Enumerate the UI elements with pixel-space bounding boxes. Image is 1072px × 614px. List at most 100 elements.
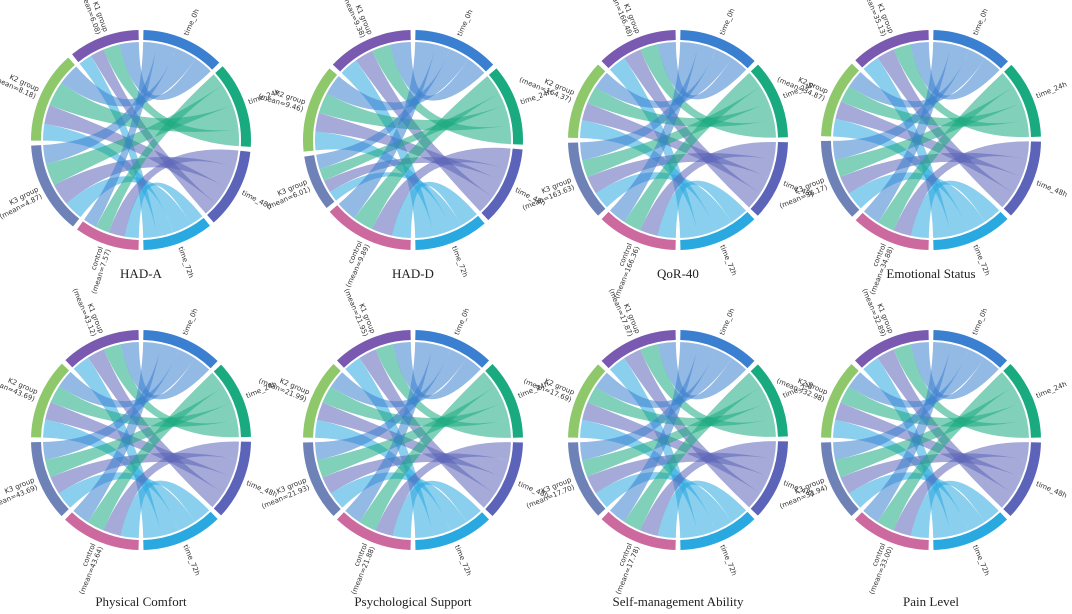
ribbon <box>326 49 469 111</box>
ribbon <box>91 49 216 214</box>
group-arc <box>601 511 676 550</box>
group-arc <box>854 512 929 550</box>
time-label: time_0h <box>456 8 475 37</box>
time-label: time_48h <box>1035 480 1068 500</box>
time-arc <box>143 217 210 250</box>
ribbon <box>315 344 451 461</box>
ribbon <box>657 480 747 538</box>
ribbon <box>79 55 158 238</box>
ribbon <box>103 441 239 536</box>
ribbon <box>323 156 507 192</box>
time-arc <box>1003 442 1041 517</box>
ribbon <box>595 49 732 108</box>
ribbon <box>354 76 500 230</box>
time-label: time_0h <box>718 7 736 36</box>
ribbon <box>359 349 496 508</box>
ribbon <box>375 442 511 536</box>
ribbon <box>582 387 769 477</box>
time-arc <box>143 330 218 369</box>
time-label: time_72h <box>718 244 738 277</box>
ribbon <box>863 42 952 223</box>
ribbon <box>595 472 732 531</box>
time-arc <box>481 148 523 221</box>
time-label: time_0h <box>181 307 199 336</box>
ribbon <box>124 182 203 238</box>
time-arc <box>750 364 788 437</box>
group-arc <box>302 68 338 152</box>
ribbon <box>43 419 179 536</box>
group-arc <box>65 330 139 368</box>
ribbon <box>73 342 162 523</box>
chart-title: Physical Comfort <box>95 594 187 609</box>
time-label: time_0h <box>971 307 989 336</box>
ribbon <box>609 342 699 522</box>
chart-title: Pain Level <box>903 594 959 609</box>
group-arc <box>304 155 335 208</box>
group-arc <box>821 442 859 517</box>
ribbon <box>833 118 969 236</box>
ribbon <box>87 372 224 531</box>
group-arc <box>821 363 859 438</box>
time-arc <box>143 30 220 70</box>
time-arc <box>1004 64 1041 137</box>
time-label: time_24h <box>1035 380 1068 400</box>
group-arc <box>601 211 676 250</box>
time-arc <box>750 441 788 516</box>
time-label: time_24h <box>1035 80 1068 100</box>
group-arc <box>855 212 929 250</box>
time-arc <box>213 441 251 516</box>
ribbon <box>877 349 1014 508</box>
time-label: time_72h <box>453 544 473 577</box>
ribbon <box>580 344 716 461</box>
ribbon <box>863 342 952 523</box>
ribbon <box>108 149 239 237</box>
ribbon <box>53 156 236 204</box>
ribbon <box>833 344 969 461</box>
group-arc <box>31 145 80 227</box>
ribbon <box>580 419 716 536</box>
chart-title: Psychological Support <box>354 594 472 609</box>
time-arc <box>680 330 755 369</box>
ribbon <box>322 453 509 494</box>
ribbon <box>840 453 1027 494</box>
time-arc <box>485 442 523 517</box>
ribbon <box>840 152 1028 194</box>
time-arc <box>143 511 218 550</box>
ribbon <box>329 172 462 230</box>
time-arc <box>680 30 755 69</box>
ribbon <box>835 402 1022 494</box>
group-arc <box>303 363 341 438</box>
ribbon <box>833 419 969 536</box>
ribbon <box>338 42 437 219</box>
time-label: time_72h <box>718 544 738 577</box>
group-arc <box>72 30 139 63</box>
time-arc <box>933 330 1008 368</box>
time-arc <box>207 150 251 223</box>
ribbon <box>624 72 761 231</box>
ribbon <box>317 402 504 494</box>
group-arc <box>329 205 411 250</box>
ribbon <box>330 472 467 531</box>
time-label: time_72h <box>176 246 195 279</box>
group-arc <box>568 142 606 216</box>
group-arc <box>303 442 341 517</box>
chart-title: Emotional Status <box>886 266 975 281</box>
ribbon <box>84 42 158 228</box>
group-arc <box>568 64 606 138</box>
time-arc <box>213 364 251 438</box>
ribbon <box>582 102 769 194</box>
group-arc <box>77 221 139 250</box>
ribbon <box>315 112 503 198</box>
time-arc <box>680 212 755 250</box>
group-arc <box>855 30 929 68</box>
group-arc <box>568 364 606 438</box>
time-arc <box>488 68 523 145</box>
chart-title: Self-management Ability <box>612 594 744 609</box>
ribbon <box>848 349 985 408</box>
ribbon <box>66 176 191 233</box>
ribbon <box>316 44 451 170</box>
ribbon <box>58 472 195 531</box>
group-arc <box>821 140 860 217</box>
time-arc <box>1003 141 1041 216</box>
